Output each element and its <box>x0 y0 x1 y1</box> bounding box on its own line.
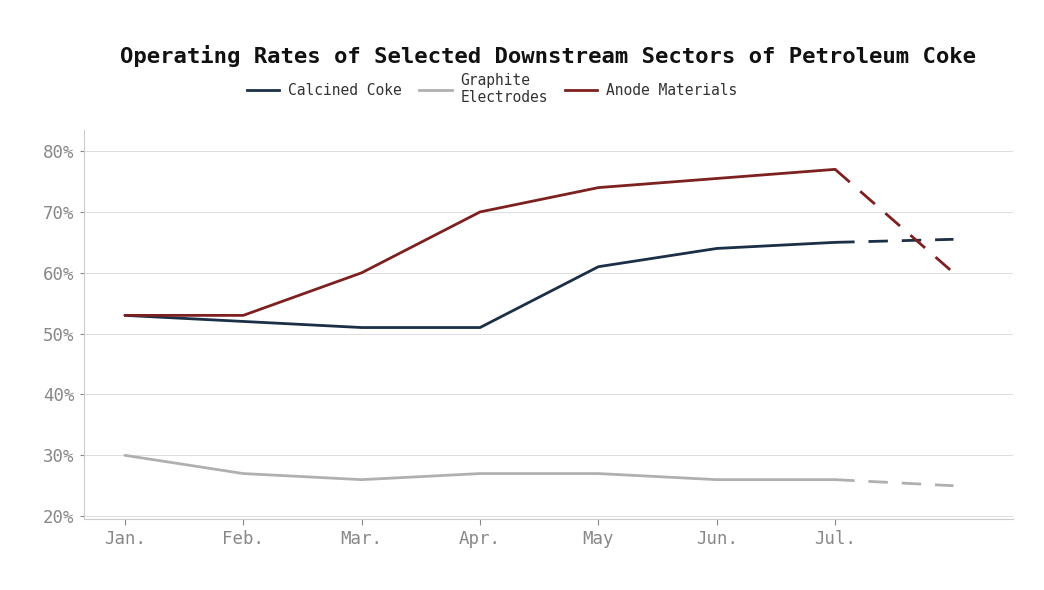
Title: Operating Rates of Selected Downstream Sectors of Petroleum Coke: Operating Rates of Selected Downstream S… <box>120 45 976 67</box>
Legend: Calcined Coke, Graphite
Electrodes, Anode Materials: Calcined Coke, Graphite Electrodes, Anod… <box>241 67 743 111</box>
